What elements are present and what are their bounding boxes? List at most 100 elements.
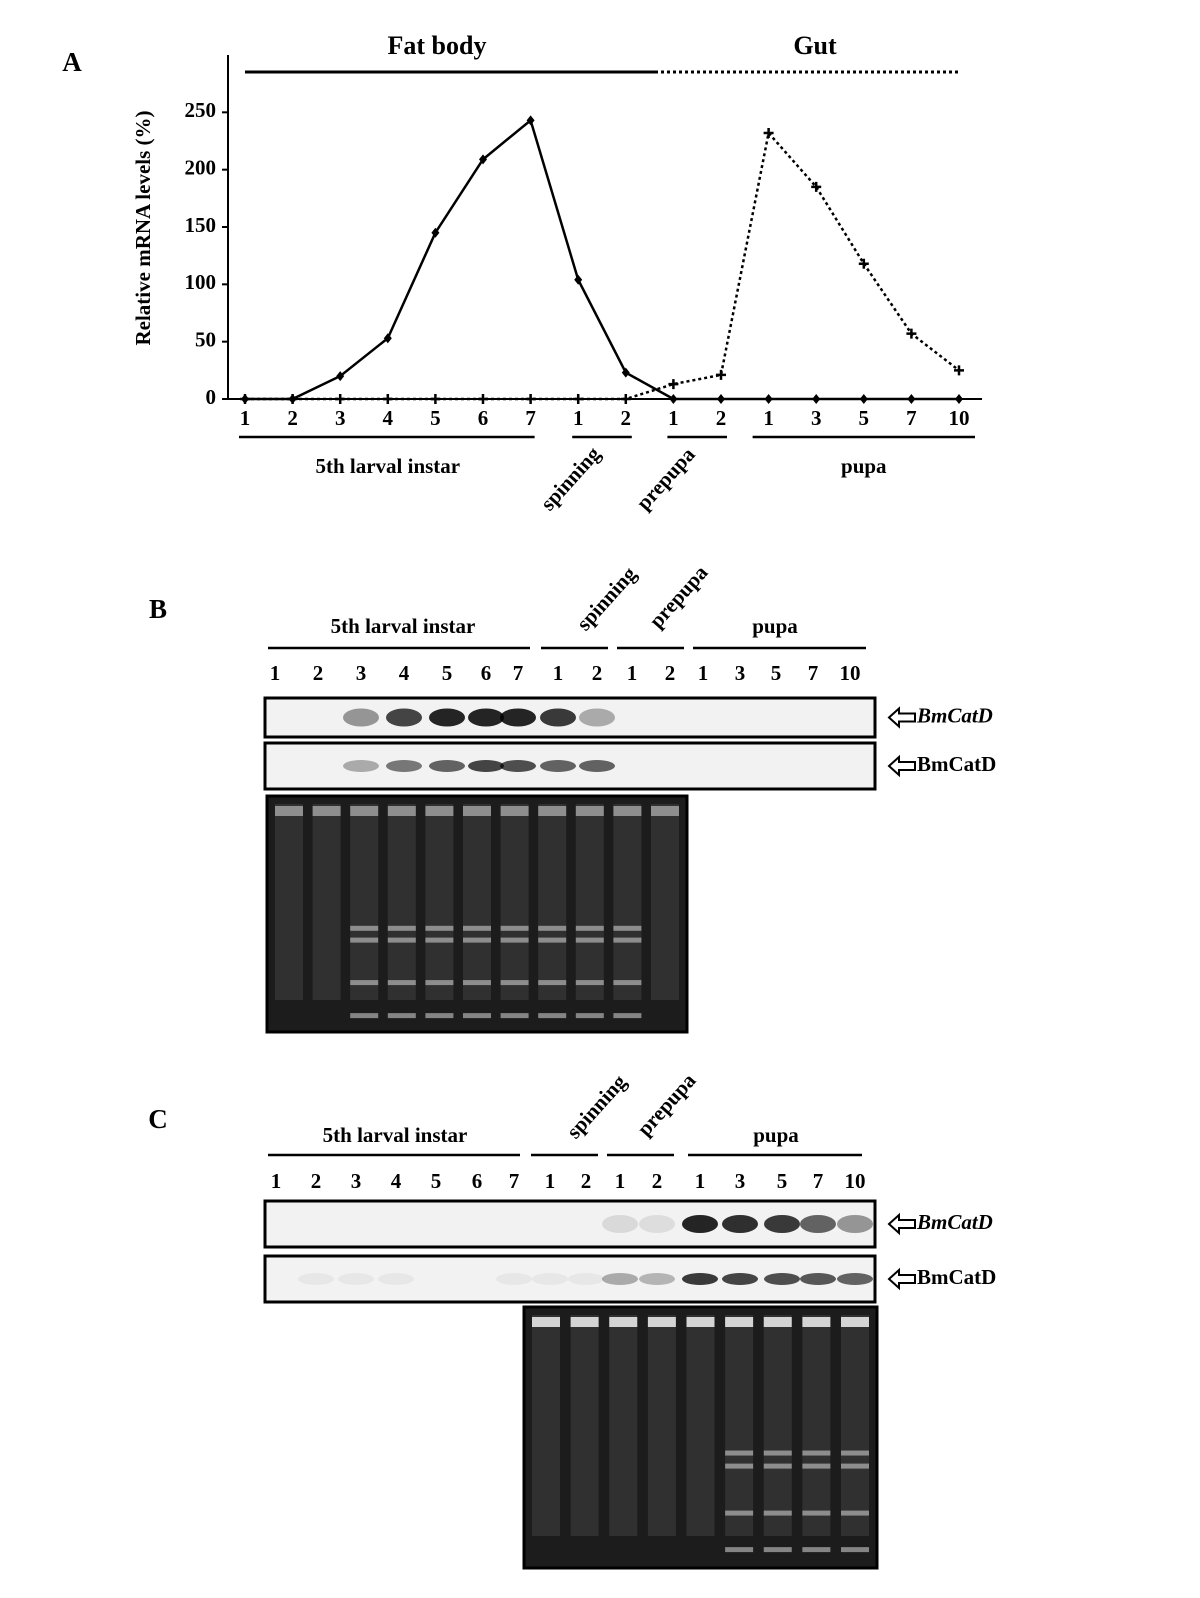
lane-label: 7 bbox=[509, 1169, 520, 1193]
gel-lane bbox=[532, 1315, 560, 1536]
gel-band bbox=[463, 1013, 491, 1019]
gel-lane bbox=[725, 1315, 754, 1536]
blot-band bbox=[639, 1215, 675, 1233]
arrow-icon bbox=[887, 754, 916, 778]
gel-lane bbox=[647, 1315, 676, 1536]
x-tick-label: 6 bbox=[478, 406, 489, 430]
lane-label: 1 bbox=[695, 1169, 706, 1193]
point-marker bbox=[669, 394, 678, 404]
lane-label: 1 bbox=[545, 1169, 556, 1193]
group-label: 5th larval instar bbox=[323, 1123, 468, 1147]
gel-band bbox=[613, 937, 642, 943]
point-marker bbox=[526, 115, 535, 126]
gel-band bbox=[802, 1547, 831, 1553]
gel-band bbox=[725, 1547, 754, 1553]
lane-label: 6 bbox=[481, 661, 492, 685]
blot-band bbox=[500, 708, 536, 727]
point-marker bbox=[382, 394, 393, 404]
series-header: Gut bbox=[793, 31, 837, 60]
gel-image bbox=[265, 794, 689, 1034]
gel-band bbox=[463, 937, 491, 943]
point-marker bbox=[764, 394, 773, 404]
arrow-icon bbox=[887, 706, 916, 729]
blot-band bbox=[764, 1273, 800, 1285]
point-marker bbox=[478, 394, 488, 404]
blot-band bbox=[500, 760, 536, 772]
lane-label: 10 bbox=[845, 1169, 866, 1193]
group-label: 5th larval instar bbox=[315, 454, 460, 478]
gel-well-band bbox=[841, 1317, 869, 1327]
gel-band bbox=[725, 1510, 754, 1516]
blot-band bbox=[837, 1273, 873, 1285]
lane-label: 3 bbox=[735, 661, 746, 685]
gel-band bbox=[763, 1450, 792, 1456]
blot-band bbox=[532, 1273, 568, 1285]
blot-band bbox=[429, 760, 465, 772]
gel-well-band bbox=[570, 1317, 599, 1327]
y-tick-label: 100 bbox=[185, 270, 217, 294]
gel-band bbox=[425, 1013, 454, 1019]
lane-label: 4 bbox=[391, 1169, 402, 1193]
point-marker bbox=[335, 394, 346, 404]
gel-band bbox=[575, 925, 604, 931]
gel-well-band bbox=[651, 806, 679, 816]
lane-label: 1 bbox=[270, 661, 281, 685]
lane-label: 5 bbox=[771, 661, 782, 685]
lane-label: 5 bbox=[442, 661, 453, 685]
gel-well-band bbox=[647, 1317, 676, 1327]
lane-label: 3 bbox=[351, 1169, 362, 1193]
arrow-icon bbox=[887, 1267, 916, 1291]
lane-label: 1 bbox=[553, 661, 564, 685]
gel-well-band bbox=[425, 806, 454, 816]
x-tick-label: 2 bbox=[716, 406, 727, 430]
point-marker bbox=[717, 394, 725, 404]
gel-band bbox=[802, 1463, 831, 1469]
blot-band bbox=[639, 1273, 675, 1285]
gel-lane bbox=[609, 1315, 638, 1536]
blot-band bbox=[682, 1215, 718, 1233]
gel-band bbox=[425, 937, 454, 943]
gel-band bbox=[425, 980, 454, 986]
point-marker bbox=[954, 365, 964, 376]
gel-band bbox=[350, 937, 379, 943]
x-tick-label: 5 bbox=[430, 406, 441, 430]
arrow-icon bbox=[887, 1212, 916, 1236]
blot-band bbox=[800, 1273, 836, 1285]
gel-well-band bbox=[725, 1317, 754, 1327]
x-tick-label: 3 bbox=[811, 406, 822, 430]
x-tick-label: 1 bbox=[763, 406, 774, 430]
group-label: prepupa bbox=[632, 1068, 701, 1141]
blot-band bbox=[496, 1273, 532, 1285]
gel-band bbox=[500, 937, 529, 943]
lane-label: 2 bbox=[581, 1169, 592, 1193]
gel-band bbox=[802, 1510, 831, 1516]
gel-well-band bbox=[312, 806, 341, 816]
point-marker bbox=[336, 371, 345, 382]
group-label: prepupa bbox=[644, 560, 713, 633]
blot-band bbox=[602, 1215, 638, 1233]
x-tick-label: 1 bbox=[668, 406, 679, 430]
gel-lane bbox=[686, 1315, 715, 1536]
blot-band bbox=[568, 1273, 604, 1285]
gel-band bbox=[350, 925, 379, 931]
group-label: pupa bbox=[841, 454, 887, 478]
lane-label: 3 bbox=[356, 661, 367, 685]
gel-lane bbox=[802, 1315, 831, 1536]
gel-band bbox=[500, 1013, 529, 1019]
y-tick-label: 0 bbox=[206, 385, 217, 409]
point-marker bbox=[858, 258, 869, 269]
gel-band bbox=[500, 980, 529, 986]
gel-lane bbox=[613, 804, 642, 1000]
gel-lane bbox=[500, 804, 529, 1000]
point-marker bbox=[955, 394, 963, 404]
series-line bbox=[245, 118, 959, 401]
gel-band bbox=[463, 925, 491, 931]
point-marker bbox=[906, 328, 917, 339]
point-marker bbox=[431, 227, 440, 238]
blot-band bbox=[386, 708, 422, 727]
gel-lane bbox=[841, 1315, 869, 1536]
blot-band bbox=[343, 760, 379, 772]
point-marker bbox=[430, 394, 441, 404]
